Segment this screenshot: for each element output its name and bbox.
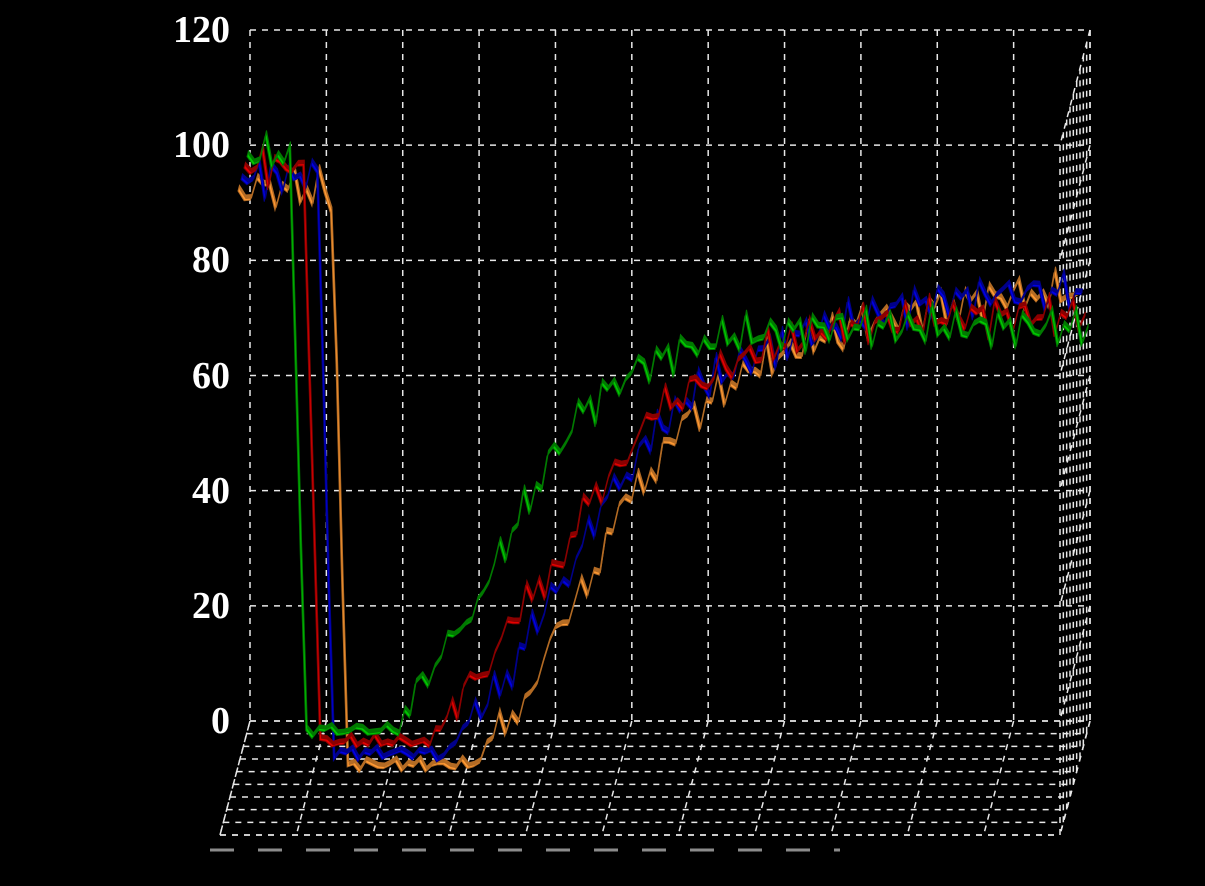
ribbon-red <box>244 144 1086 748</box>
ribbon-red-edge <box>246 144 1086 747</box>
y-tick-label: 20 <box>150 584 230 628</box>
y-tick-label: 0 <box>150 699 230 743</box>
grid-back-wall <box>250 30 1090 721</box>
chart-3d-ribbon: 0 20 40 60 80 100 120 <box>0 0 1205 886</box>
y-tick-label: 100 <box>150 123 230 167</box>
grid-right-wall <box>1060 30 1090 835</box>
y-tick-label: 80 <box>150 238 230 282</box>
ribbons-group <box>238 131 1089 773</box>
y-tick-label: 40 <box>150 469 230 513</box>
ribbon-green-edge <box>249 131 1089 737</box>
ribbon-orange <box>238 164 1080 772</box>
ribbon-blue <box>241 159 1083 762</box>
ribbon-orange-edge <box>240 164 1080 770</box>
y-tick-label: 120 <box>150 8 230 52</box>
ribbon-blue-edge <box>243 159 1083 761</box>
y-tick-label: 60 <box>150 354 230 398</box>
